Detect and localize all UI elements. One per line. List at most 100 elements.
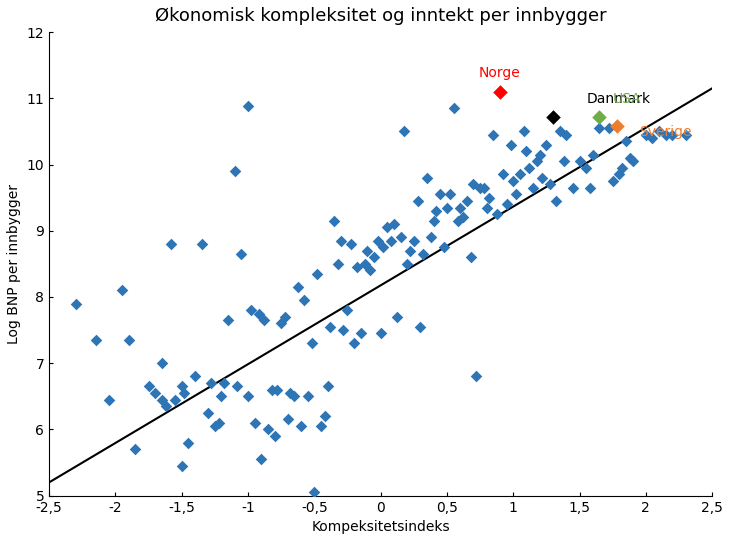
Point	[611, 122, 623, 130]
Point	[332, 260, 344, 268]
Point	[359, 260, 371, 268]
Point	[452, 216, 464, 225]
Point	[412, 196, 423, 205]
Point	[222, 316, 234, 325]
Point	[215, 392, 227, 401]
Point	[285, 388, 296, 397]
Point	[561, 130, 572, 139]
Point	[474, 183, 486, 192]
Point	[434, 190, 446, 199]
Point	[258, 316, 270, 325]
Point	[603, 124, 615, 133]
Point	[408, 236, 420, 245]
Point	[342, 306, 353, 314]
Point	[213, 418, 225, 427]
Point	[345, 240, 357, 248]
Point	[457, 213, 469, 222]
Point	[624, 154, 636, 162]
Point	[439, 243, 450, 252]
Point	[218, 379, 230, 387]
Title: Økonomisk kompleksitet og inntekt per innbygger: Økonomisk kompleksitet og inntekt per in…	[155, 7, 607, 25]
Point	[465, 253, 477, 261]
Point	[607, 177, 618, 186]
Point	[514, 170, 526, 179]
Point	[253, 309, 264, 318]
Point	[653, 127, 665, 136]
Point	[123, 335, 134, 344]
Point	[647, 134, 658, 142]
Point	[160, 402, 172, 411]
Point	[351, 263, 363, 272]
Point	[231, 382, 243, 391]
Text: Sverige: Sverige	[639, 126, 692, 140]
Point	[627, 157, 639, 166]
Point	[548, 113, 559, 121]
Point	[249, 418, 261, 427]
Point	[550, 196, 561, 205]
Point	[319, 412, 331, 420]
Point	[280, 313, 291, 321]
Point	[150, 388, 161, 397]
Point	[262, 425, 274, 434]
X-axis label: Kompeksitetsindeks: Kompeksitetsindeks	[311, 520, 450, 534]
Point	[666, 130, 678, 139]
Point	[103, 395, 115, 404]
Point	[288, 392, 300, 401]
Point	[558, 157, 569, 166]
Point	[266, 385, 277, 394]
Point	[520, 147, 532, 156]
Point	[275, 319, 287, 328]
Point	[298, 296, 310, 305]
Point	[574, 157, 585, 166]
Text: Danmark: Danmark	[586, 92, 650, 106]
Point	[116, 286, 128, 295]
Point	[454, 203, 466, 212]
Point	[504, 140, 516, 149]
Point	[523, 163, 535, 172]
Point	[70, 299, 82, 308]
Point	[236, 249, 247, 258]
Point	[660, 130, 672, 139]
Point	[580, 163, 592, 172]
Point	[483, 193, 495, 202]
Point	[328, 216, 340, 225]
Point	[404, 246, 415, 255]
Point	[242, 102, 254, 110]
Point	[315, 422, 327, 431]
Point	[421, 174, 433, 182]
Point	[169, 395, 181, 404]
Point	[311, 269, 323, 278]
Point	[494, 87, 506, 96]
Point	[324, 322, 336, 331]
Point	[441, 203, 453, 212]
Point	[335, 236, 347, 245]
Point	[156, 359, 168, 367]
Point	[616, 163, 628, 172]
Point	[388, 220, 400, 228]
Point	[205, 379, 217, 387]
Point	[348, 339, 360, 348]
Point	[534, 150, 545, 159]
Point	[431, 207, 442, 215]
Point	[620, 137, 631, 146]
Point	[428, 216, 439, 225]
Point	[293, 283, 304, 292]
Point	[129, 445, 141, 453]
Point	[518, 127, 530, 136]
Point	[584, 183, 596, 192]
Point	[361, 246, 373, 255]
Text: Norge: Norge	[479, 66, 520, 80]
Point	[402, 260, 413, 268]
Point	[272, 385, 283, 394]
Point	[587, 150, 599, 159]
Point	[295, 422, 307, 431]
Point	[391, 313, 402, 321]
Point	[196, 240, 207, 248]
Point	[90, 335, 101, 344]
Point	[282, 415, 293, 424]
Point	[481, 203, 493, 212]
Point	[640, 130, 652, 139]
Point	[540, 140, 552, 149]
Point	[372, 236, 384, 245]
Point	[355, 329, 366, 338]
